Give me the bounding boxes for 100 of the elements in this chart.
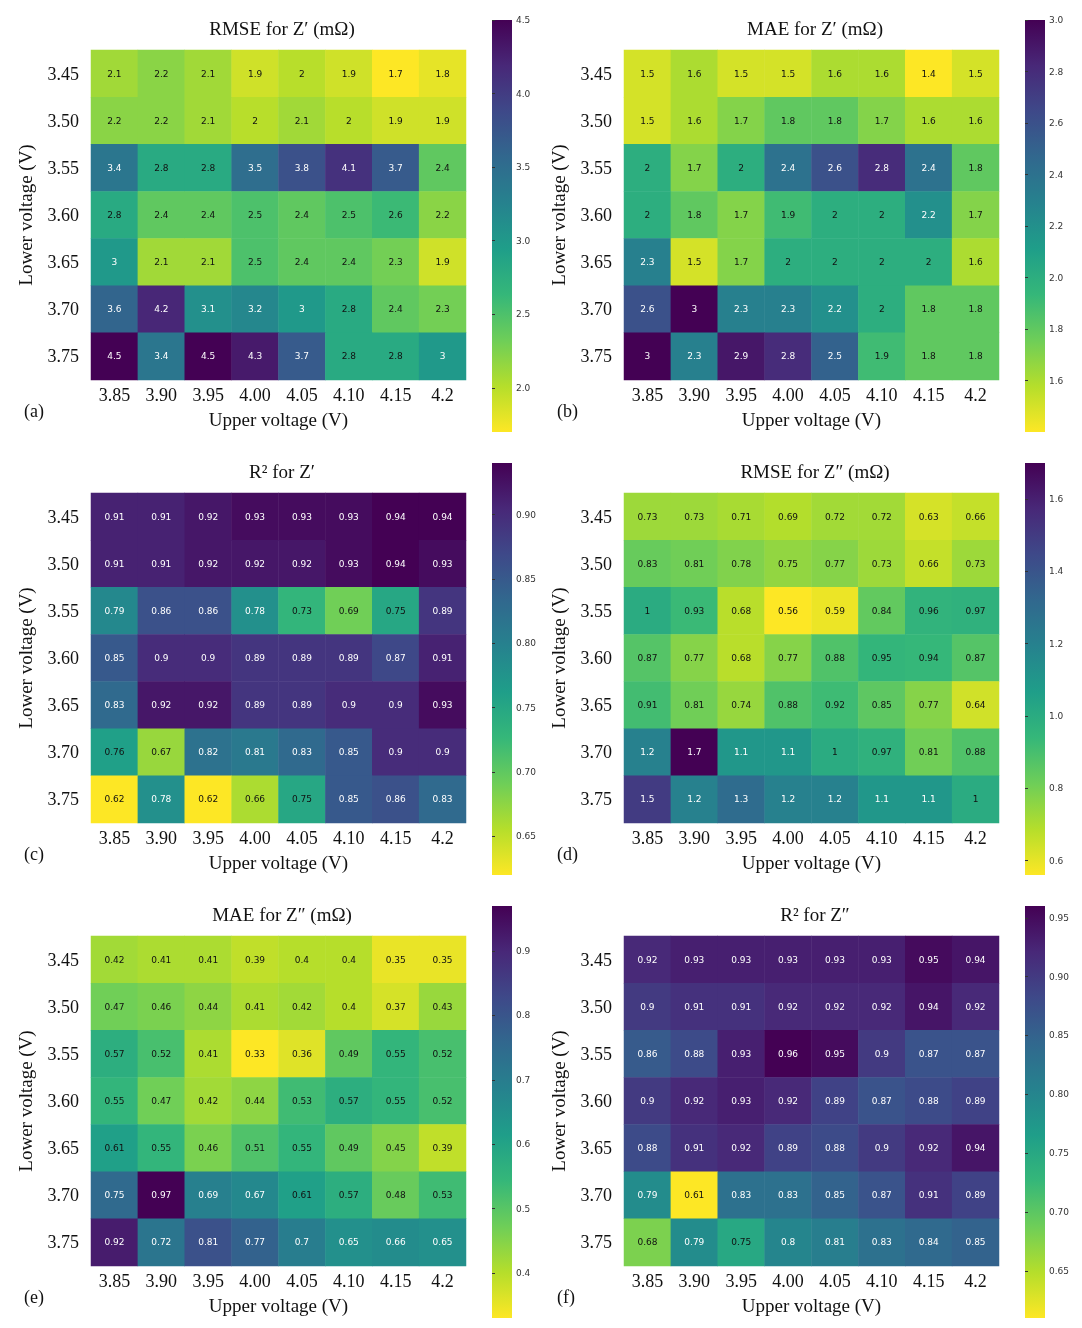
data-label: 0.9: [201, 653, 216, 663]
data-label: 2.2: [827, 304, 843, 315]
data-label: 1.8: [968, 351, 983, 362]
data-label: 2: [878, 304, 885, 315]
y-tick-label: 3.50: [47, 996, 79, 1017]
data-label: 2.3: [435, 304, 450, 315]
data-label: 0.44: [245, 1096, 266, 1106]
color-bar-label: 0.9: [516, 946, 531, 957]
data-label: 0.92: [684, 1096, 705, 1106]
data-label: 2.4: [341, 257, 357, 268]
data-label: 2.3: [780, 304, 796, 315]
data-label: 0.92: [731, 1143, 752, 1154]
data-label: 0.41: [245, 1001, 266, 1012]
color-bar-label: 0.75: [1049, 1148, 1070, 1159]
color-bar-label: 0.8: [516, 1010, 531, 1021]
data-label: 1.8: [921, 351, 937, 362]
data-label: 0.4: [341, 1001, 357, 1012]
data-label: 2.1: [154, 257, 169, 268]
data-label: 2.4: [294, 257, 310, 268]
data-label: 0.46: [151, 1001, 172, 1012]
color-bar-label: 1.6: [1049, 375, 1064, 386]
data-label: 0.93: [432, 700, 453, 711]
data-label: 0.7: [294, 1237, 310, 1248]
x-tick-label: 4.15: [912, 828, 945, 848]
color-bar-label: 0.70: [1049, 1207, 1070, 1218]
data-label: 2: [345, 115, 352, 126]
color-bar-label: 0.5: [516, 1203, 531, 1214]
y-tick-label: 3.75: [580, 1232, 612, 1253]
data-label: 0.85: [824, 1190, 845, 1201]
data-label: 0.61: [684, 1190, 705, 1201]
data-label: 0.47: [151, 1096, 172, 1106]
data-label: 0.93: [338, 558, 359, 569]
data-label: 0.36: [291, 1048, 313, 1059]
x-tick-label: 3.85: [631, 1271, 664, 1291]
y-tick-label: 3.65: [580, 1138, 612, 1159]
data-label: 0.35: [385, 954, 406, 965]
data-label: 0.45: [385, 1143, 406, 1154]
color-bar-label: 0.80: [516, 638, 537, 649]
data-label: 0.89: [965, 1096, 986, 1106]
data-label: 0.87: [385, 653, 406, 663]
data-label: 0.88: [684, 1048, 705, 1059]
y-axis-title: Lower voltage (V): [15, 144, 37, 286]
data-label: 3.6: [107, 304, 122, 315]
data-label: 0.52: [432, 1048, 453, 1059]
x-tick-label: 4.10: [333, 385, 365, 405]
x-tick-label: 4.10: [333, 1271, 365, 1291]
text: (d): [557, 844, 578, 865]
y-tick-label: 3.65: [47, 252, 79, 273]
data-label: 2: [832, 210, 838, 220]
data-label: 0.91: [684, 1001, 705, 1012]
data-label: 1.8: [968, 162, 983, 173]
data-label: 0.92: [918, 1143, 939, 1154]
x-tick-label: 4.15: [912, 385, 945, 405]
data-label: 1.6: [827, 68, 843, 79]
y-tick-label: 3.75: [580, 346, 612, 367]
data-label: 1.5: [687, 257, 702, 268]
data-label: 0.85: [104, 653, 125, 663]
data-label: 1: [644, 605, 651, 616]
x-tick-label: 4.2: [431, 828, 454, 848]
data-label: 0.92: [198, 700, 219, 711]
data-label: 3.1: [201, 304, 216, 315]
data-label: 0.89: [778, 1143, 799, 1154]
data-label: 1.9: [874, 351, 890, 362]
data-label: 0.73: [684, 511, 705, 522]
x-tick-label: 3.90: [145, 385, 178, 405]
data-label: 1.1: [780, 747, 796, 758]
x-axis-title: Upper voltage (V): [741, 409, 882, 431]
x-tick-label: 3.85: [631, 385, 664, 405]
data-label: 0.57: [338, 1190, 359, 1201]
y-axis-title: Lower voltage (V): [15, 587, 37, 729]
data-label: 0.92: [965, 1001, 986, 1012]
text: (e): [24, 1287, 44, 1308]
y-tick-label: 3.50: [580, 553, 612, 574]
data-label: 0.47: [104, 1001, 125, 1012]
data-label: 1.8: [435, 68, 450, 79]
x-axis-title: Upper voltage (V): [208, 409, 349, 431]
color-bar-label: 0.4: [516, 1267, 531, 1278]
y-tick-label: 3.60: [580, 1091, 612, 1111]
data-label: 0.87: [965, 653, 986, 663]
x-tick-label: 3.85: [98, 828, 131, 848]
data-label: 0.67: [151, 747, 172, 758]
data-label: 2.4: [780, 162, 796, 173]
data-label: 0.62: [198, 794, 219, 805]
data-label: 0.83: [104, 700, 125, 711]
data-label: 2.4: [921, 162, 937, 173]
data-label: 2.4: [435, 162, 450, 173]
text: (c): [24, 844, 44, 865]
data-label: 0.61: [104, 1143, 125, 1154]
color-bar-label: 2.2: [1049, 221, 1064, 231]
data-label: 0.65: [338, 1237, 359, 1248]
data-label: 0.86: [198, 605, 219, 616]
y-tick-label: 3.45: [47, 506, 79, 527]
y-tick-label: 3.55: [47, 157, 79, 178]
data-label: 0.91: [918, 1190, 939, 1201]
data-label: 2: [785, 257, 791, 268]
data-label: 0.89: [291, 700, 313, 711]
data-label: 0.78: [731, 558, 752, 569]
y-tick-label: 3.60: [47, 1091, 79, 1111]
data-label: 1.9: [780, 210, 796, 220]
y-tick-label: 3.50: [47, 553, 79, 574]
